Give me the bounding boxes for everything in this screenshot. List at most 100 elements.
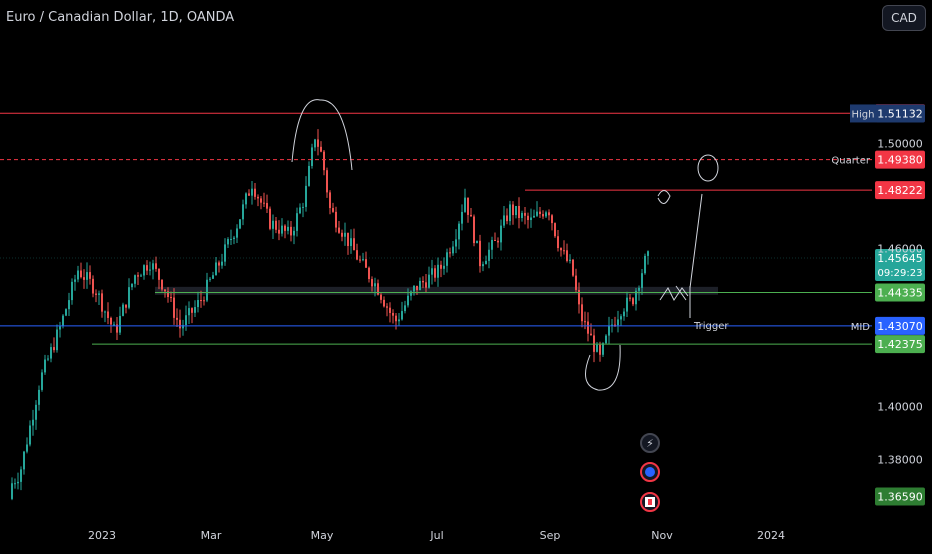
trigger-annotation: Trigger: [693, 321, 729, 332]
candle-body: [596, 344, 598, 352]
chart-title: Euro / Canadian Dollar, 1D, OANDA: [6, 10, 235, 25]
candle-body: [545, 212, 547, 217]
candle-body: [371, 279, 373, 287]
candle-body: [74, 279, 76, 282]
candle-body: [95, 293, 97, 295]
candle-body: [35, 404, 37, 420]
candle-body: [407, 295, 409, 306]
candle-body: [485, 260, 487, 265]
candle-body: [212, 275, 214, 279]
tag-bg-high: [850, 104, 876, 123]
candle-body: [293, 230, 295, 236]
candle-body: [47, 358, 49, 360]
price-label-6: 1.42375: [877, 338, 923, 351]
candle-body: [53, 347, 55, 351]
y-tick-label: 1.38000: [877, 453, 923, 466]
candle-body: [575, 275, 577, 290]
candle-body: [497, 240, 499, 243]
candle-body: [605, 335, 607, 344]
candle-body: [200, 300, 202, 302]
candle-body: [422, 280, 424, 283]
candle-body: [278, 229, 280, 234]
candle-body: [494, 239, 496, 241]
currency-button[interactable]: CAD: [882, 5, 926, 31]
candle-body: [311, 147, 313, 166]
price-label-bg-7: [875, 487, 925, 506]
candle-body: [452, 246, 454, 254]
candle-body: [593, 335, 595, 352]
candle-body: [305, 185, 307, 207]
countdown-label: 09:29:23: [878, 268, 923, 279]
price-label-1: 1.51132: [877, 107, 923, 120]
candle-body: [224, 244, 226, 262]
candle-body: [572, 259, 574, 276]
candle-body: [263, 202, 265, 204]
candle-body: [482, 264, 484, 267]
candle-body: [110, 317, 112, 325]
candle-body: [113, 324, 115, 326]
candle-body: [611, 324, 613, 326]
candle-body: [350, 238, 352, 247]
candle-body: [146, 265, 148, 271]
candle-body: [635, 290, 637, 305]
candle-body: [332, 208, 334, 212]
candle-body: [143, 265, 145, 276]
price-label-bg-5: [875, 316, 925, 335]
candle-body: [392, 312, 394, 316]
candle-body: [530, 217, 532, 221]
price-label-bg-3: [875, 181, 925, 200]
candle-body: [290, 226, 292, 236]
candle-body: [122, 304, 124, 316]
level-tag-2: Quarter: [831, 156, 871, 167]
candle-body: [617, 319, 619, 326]
hand-drawn-arc: [291, 99, 353, 171]
current-price-label: 1.45645: [877, 252, 923, 265]
candle-body: [533, 215, 535, 218]
x-tick-label: Jul: [429, 529, 443, 542]
candle-body: [266, 203, 268, 209]
candle-body: [62, 315, 64, 327]
price-label-bg-6: [875, 335, 925, 354]
candle-body: [221, 261, 223, 266]
candle-body: [434, 268, 436, 278]
candle-body: [629, 297, 631, 299]
candle-body: [38, 389, 40, 405]
candle-body: [29, 425, 31, 445]
candle-body: [197, 300, 199, 308]
candle-body: [440, 264, 442, 269]
price-label-bg-4: [875, 283, 925, 302]
candle-body: [11, 483, 13, 499]
candle-body: [86, 272, 88, 280]
lightning-glyph: ⚡: [646, 437, 654, 450]
candle-body: [320, 146, 322, 152]
candle-body: [467, 197, 469, 215]
candle-body: [557, 236, 559, 249]
candle-body: [98, 293, 100, 295]
price-label-bg-2: [875, 150, 925, 169]
candle-body: [50, 347, 52, 359]
candle-body: [503, 215, 505, 226]
candle-body: [491, 239, 493, 250]
candle-body: [479, 240, 481, 267]
candle-body: [500, 225, 502, 243]
candle-body: [80, 270, 82, 278]
x-tick-label: 2024: [757, 529, 785, 542]
candle-body: [302, 206, 304, 208]
candle-body: [359, 259, 361, 261]
hand-drawn-mark: [657, 190, 671, 204]
candle-body: [23, 451, 25, 470]
candle-body: [461, 211, 463, 224]
candle-body: [317, 139, 319, 147]
candle-body: [104, 311, 106, 313]
candle-body: [26, 444, 28, 452]
zone-band: [155, 286, 718, 295]
candle-body: [167, 291, 169, 298]
candle-body: [584, 321, 586, 323]
eu-flag-fill: [645, 467, 655, 477]
candle-body: [416, 285, 418, 291]
candle-body: [362, 259, 364, 261]
candle-body: [188, 308, 190, 316]
